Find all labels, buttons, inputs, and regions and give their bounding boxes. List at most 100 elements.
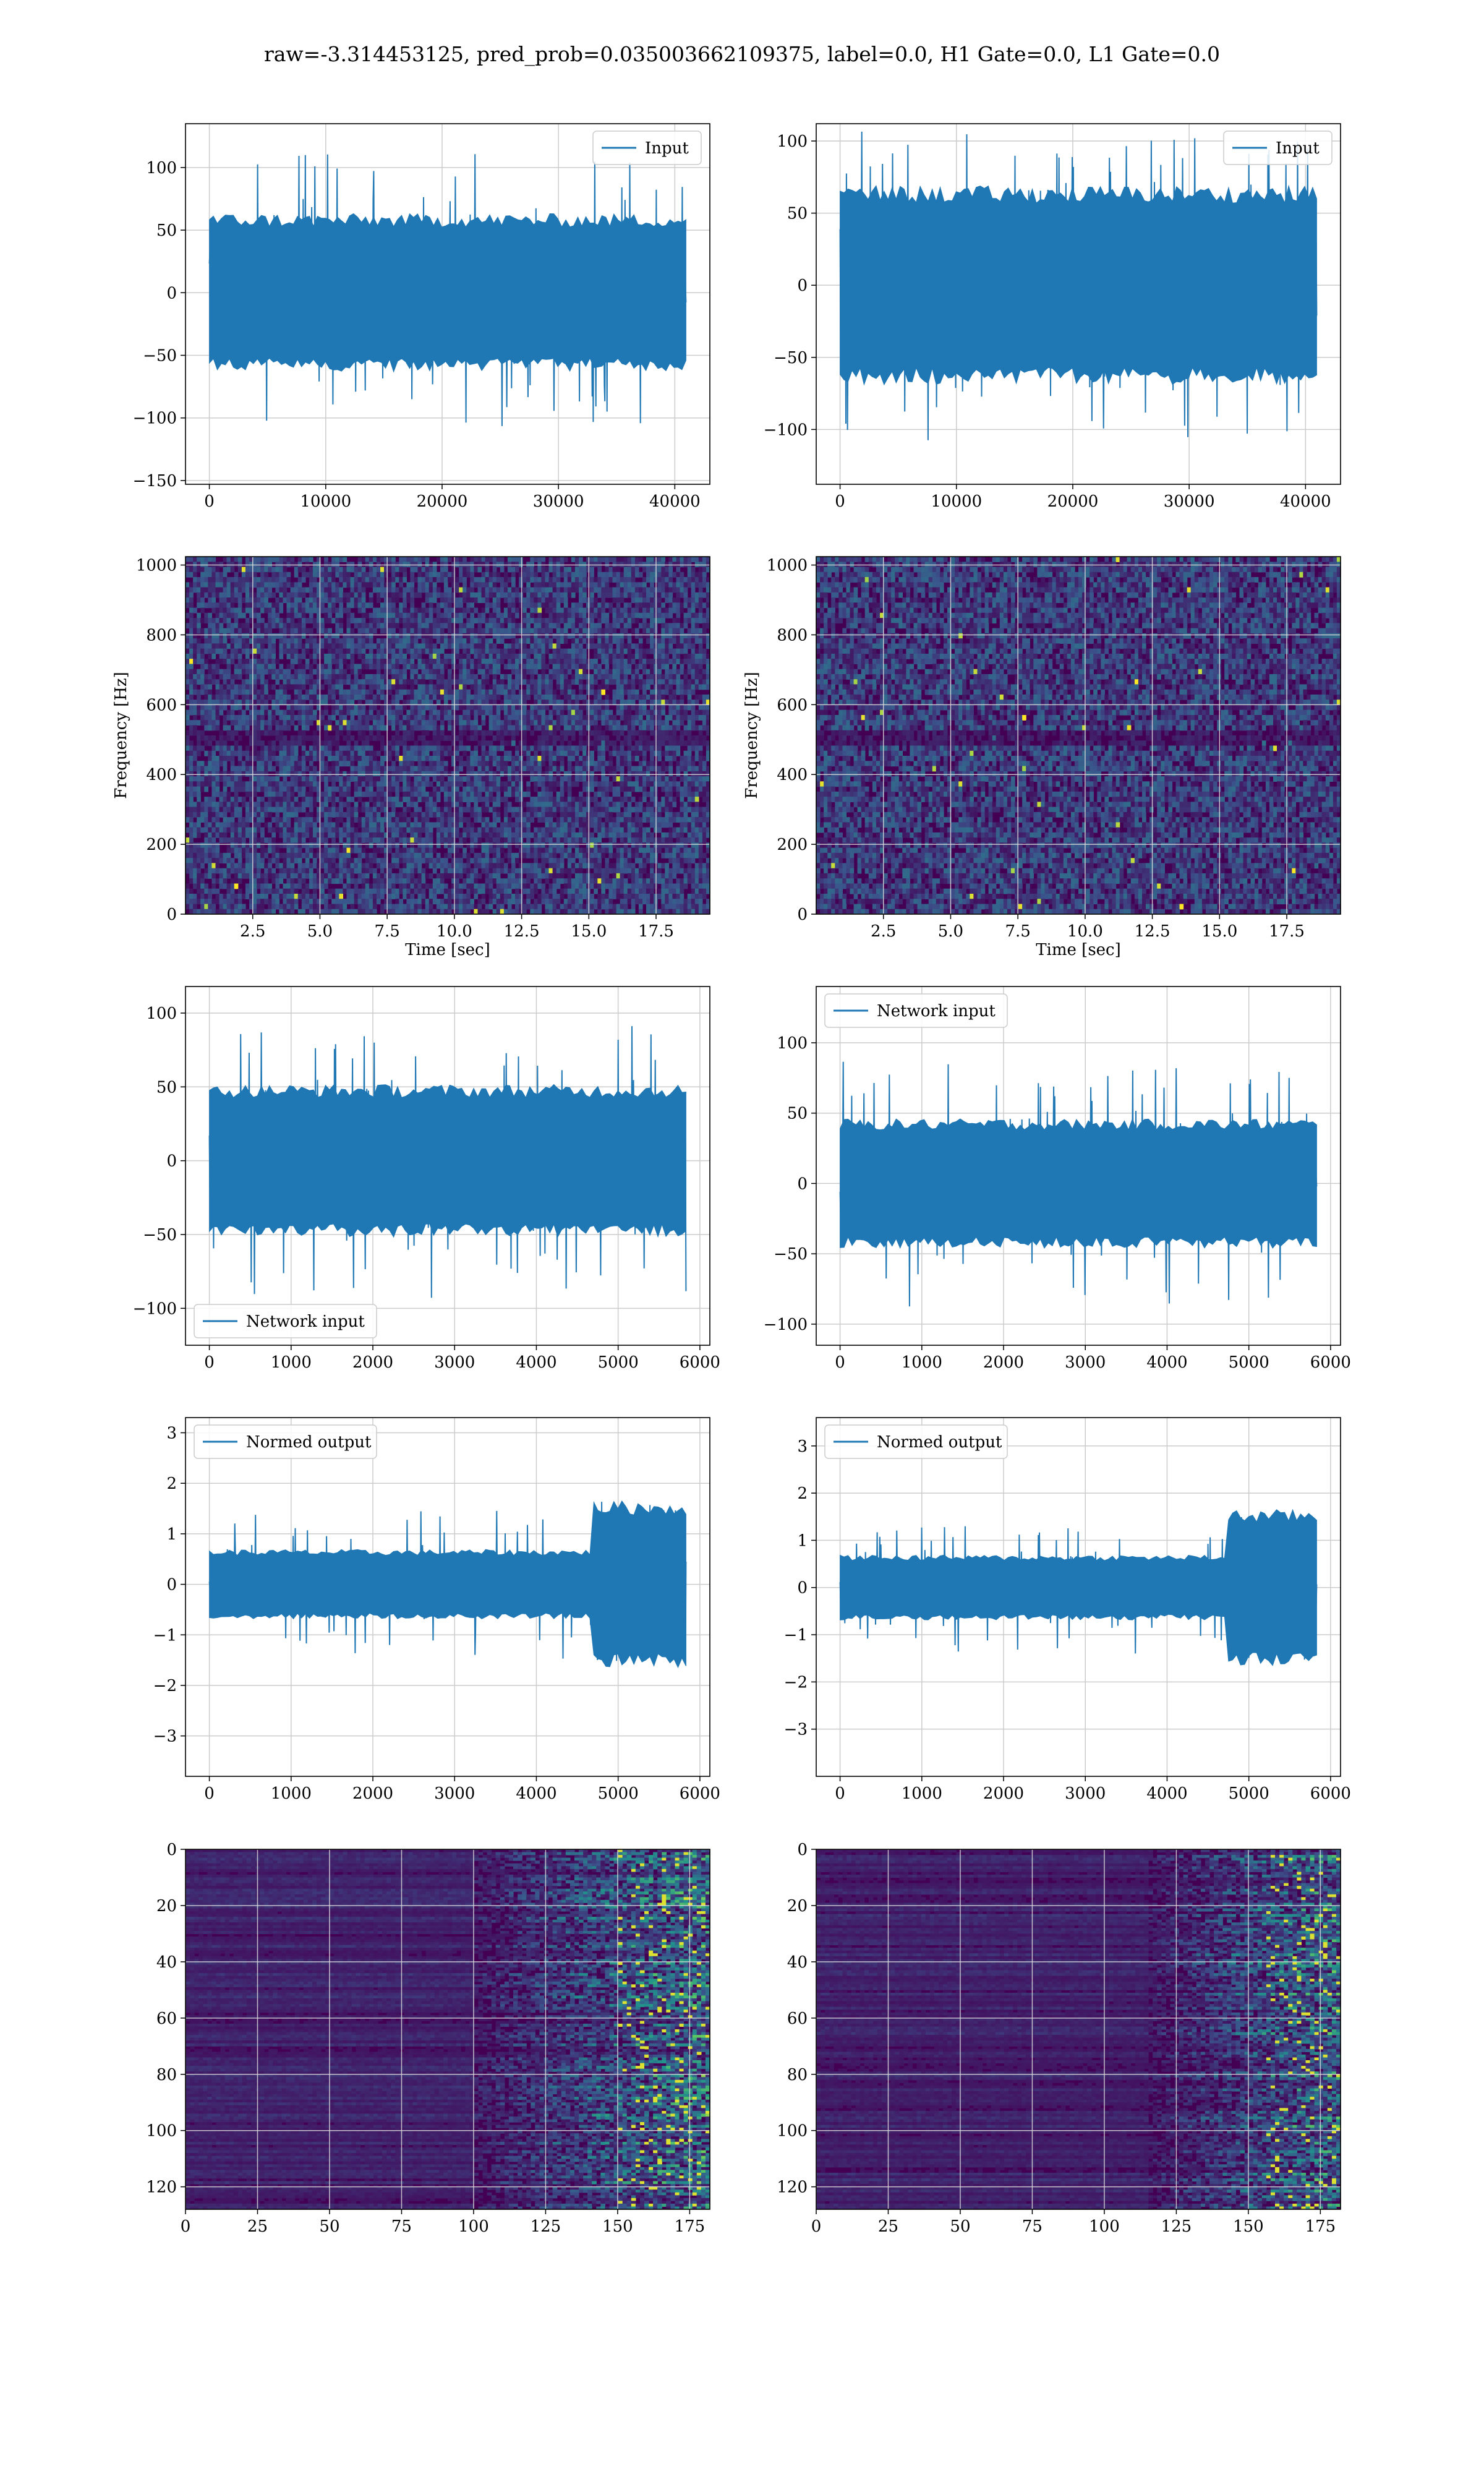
heatmap-cell — [380, 623, 385, 628]
heatmap-cell — [347, 597, 351, 603]
heatmap-cell — [410, 623, 414, 628]
heatmap-cell — [260, 638, 265, 644]
heatmap-cell — [260, 597, 265, 603]
heatmap-cell — [470, 567, 474, 573]
heatmap-cell — [451, 628, 456, 634]
heatmap-cell — [362, 588, 366, 593]
heatmap-cell — [463, 633, 467, 639]
heatmap-cell — [422, 608, 426, 614]
heatmap-cell — [582, 618, 587, 623]
heatmap-cell — [560, 618, 565, 623]
heatmap-cell — [422, 577, 426, 583]
heatmap-cell — [264, 654, 268, 659]
heatmap-cell — [688, 669, 692, 675]
heatmap-cell — [699, 695, 703, 700]
heatmap-cell — [305, 679, 310, 685]
heatmap-cell — [208, 572, 212, 578]
heatmap-cell — [463, 572, 467, 578]
heatmap-cell — [287, 679, 291, 685]
heatmap-cell — [657, 654, 662, 659]
heatmap-cell — [699, 577, 703, 583]
heatmap-cell — [365, 664, 370, 669]
heatmap-cell — [451, 572, 456, 578]
heatmap-cell — [425, 690, 430, 695]
heatmap-cell — [534, 567, 538, 573]
heatmap-cell — [257, 679, 261, 685]
heatmap-cell — [279, 690, 283, 695]
heatmap-cell — [268, 557, 272, 562]
heatmap-cell — [560, 633, 565, 639]
heatmap-cell — [624, 649, 628, 654]
heatmap-cell — [579, 643, 583, 649]
heatmap-cell — [605, 562, 609, 567]
heatmap-cell — [639, 684, 643, 690]
heatmap-cell — [601, 684, 605, 690]
heatmap-cell — [380, 664, 385, 669]
heatmap-cell — [504, 562, 508, 567]
heatmap-cell — [418, 628, 422, 634]
heatmap-cell — [204, 562, 208, 567]
heatmap-cell — [530, 608, 534, 614]
heatmap-cell — [331, 577, 336, 583]
heatmap-cell — [238, 684, 242, 690]
heatmap-cell — [403, 577, 407, 583]
heatmap-cell — [406, 649, 411, 654]
heatmap-cell — [298, 557, 302, 562]
heatmap-cell — [489, 690, 493, 695]
heatmap-cell — [672, 618, 676, 623]
heatmap-cell — [470, 577, 474, 583]
heatmap-cell — [362, 643, 366, 649]
heatmap-cell — [613, 654, 617, 659]
heatmap-cell — [579, 588, 583, 593]
heatmap-cell — [425, 633, 430, 639]
heatmap-cell — [590, 674, 594, 680]
heatmap-cell — [309, 618, 313, 623]
heatmap-cell — [358, 679, 362, 685]
heatmap-cell — [395, 690, 399, 695]
heatmap-cell — [294, 567, 299, 573]
heatmap-cell — [624, 679, 628, 685]
heatmap-cell — [537, 562, 542, 567]
heatmap-cell — [680, 608, 684, 614]
heatmap-cell — [298, 567, 302, 573]
heatmap-cell — [347, 582, 351, 588]
heatmap-cell — [245, 557, 250, 562]
heatmap-cell — [238, 669, 242, 675]
heatmap-cell — [380, 674, 385, 680]
heatmap-cell — [208, 613, 212, 618]
heatmap-cell — [403, 608, 407, 614]
heatmap-cell — [672, 623, 676, 628]
heatmap-cell — [635, 608, 639, 614]
heatmap-cell — [406, 562, 411, 567]
heatmap-cell — [335, 618, 339, 623]
heatmap-cell — [268, 695, 272, 700]
heatmap-cell — [609, 643, 613, 649]
heatmap-cell — [642, 608, 647, 614]
heatmap-cell — [388, 684, 392, 690]
heatmap-cell — [661, 649, 665, 654]
heatmap-cell — [298, 623, 302, 628]
heatmap-cell — [680, 695, 684, 700]
heatmap-cell — [605, 638, 609, 644]
heatmap-cell — [624, 628, 628, 634]
heatmap-cell — [305, 659, 310, 664]
heatmap-cell — [549, 695, 553, 700]
heatmap-cell — [369, 577, 373, 583]
heatmap-cell — [234, 690, 239, 695]
heatmap-cell — [324, 654, 328, 659]
heatmap-cell — [522, 669, 527, 675]
heatmap-cell — [287, 618, 291, 623]
heatmap-cell — [320, 572, 325, 578]
heatmap-cell — [234, 684, 239, 690]
heatmap-cell — [522, 633, 527, 639]
heatmap-cell — [440, 664, 445, 669]
heatmap-cell — [283, 618, 288, 623]
heatmap-cell — [410, 638, 414, 644]
heatmap-cell — [541, 562, 545, 567]
heatmap-cell — [444, 602, 448, 608]
heatmap-cell — [422, 664, 426, 669]
heatmap-cell — [702, 684, 707, 690]
heatmap-cell — [328, 613, 332, 618]
heatmap-cell — [216, 613, 220, 618]
heatmap-cell — [399, 602, 403, 608]
